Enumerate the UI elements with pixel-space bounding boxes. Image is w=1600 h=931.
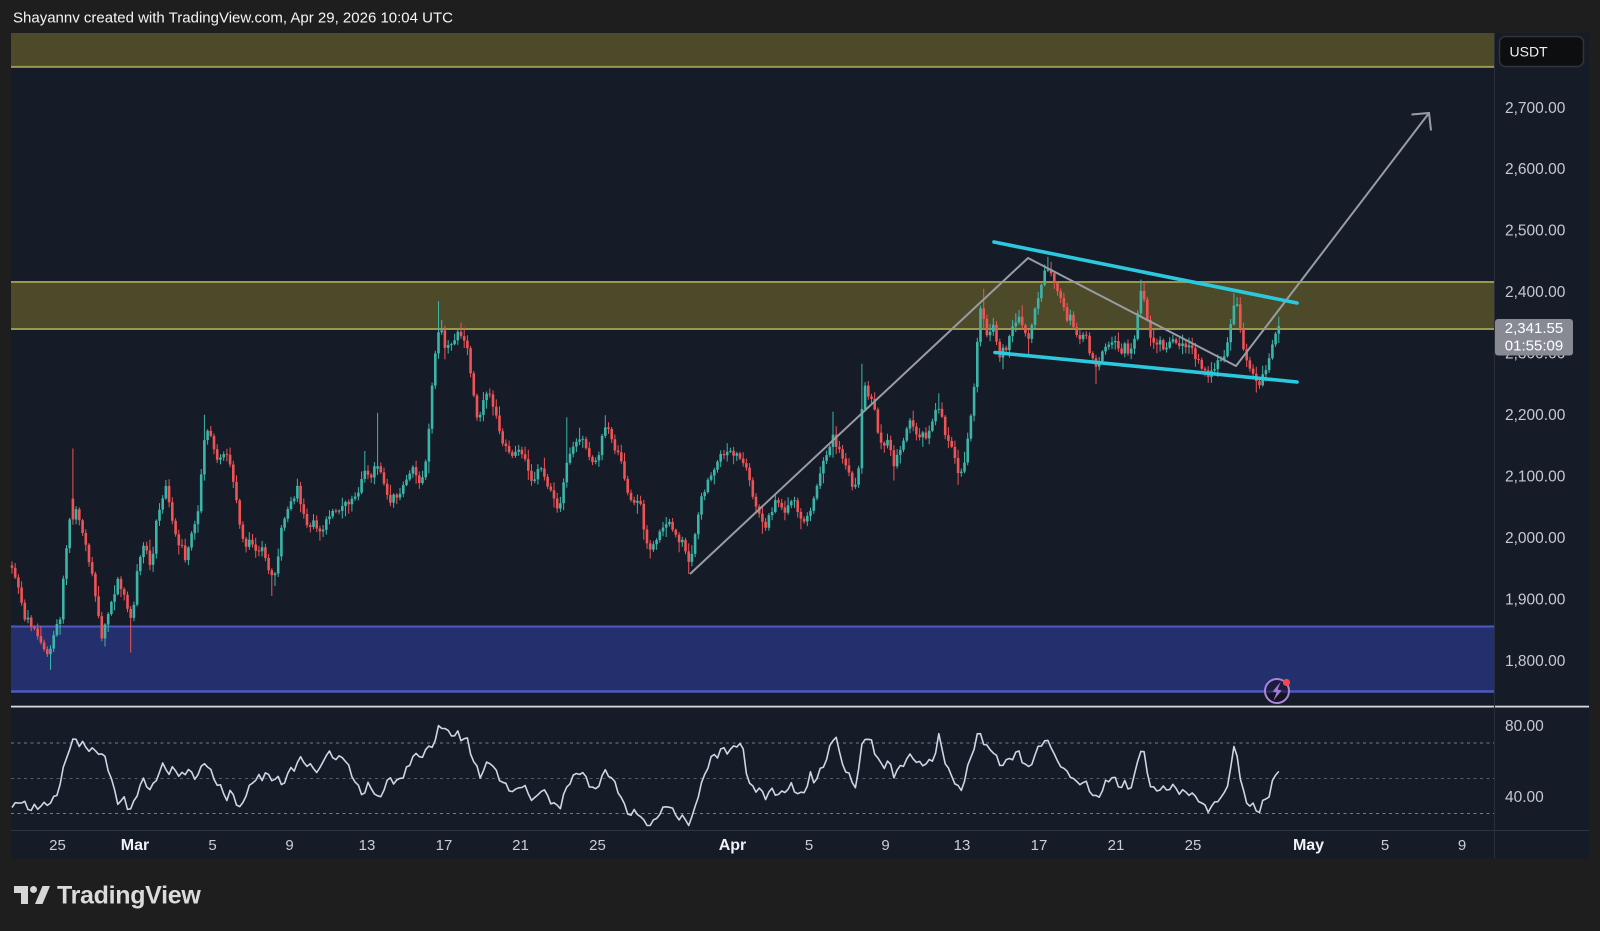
svg-text:40.00: 40.00	[1505, 789, 1544, 806]
svg-text:13: 13	[954, 837, 971, 854]
svg-text:2,700.00: 2,700.00	[1505, 100, 1566, 117]
svg-text:5: 5	[208, 837, 216, 854]
svg-text:21: 21	[1108, 837, 1125, 854]
svg-text:9: 9	[881, 837, 889, 854]
svg-text:25: 25	[49, 837, 66, 854]
svg-text:2,600.00: 2,600.00	[1505, 161, 1566, 178]
svg-text:5: 5	[805, 837, 813, 854]
svg-text:TradingView: TradingView	[57, 882, 201, 910]
svg-text:80.00: 80.00	[1505, 718, 1544, 735]
svg-text:1,800.00: 1,800.00	[1505, 653, 1566, 670]
svg-text:Shayannv created with TradingV: Shayannv created with TradingView.com, A…	[13, 10, 453, 27]
svg-text:21: 21	[512, 837, 529, 854]
svg-text:25: 25	[589, 837, 606, 854]
svg-text:2,500.00: 2,500.00	[1505, 223, 1566, 240]
svg-text:USDT: USDT	[1510, 44, 1549, 60]
svg-text:2,200.00: 2,200.00	[1505, 407, 1566, 424]
svg-text:2,100.00: 2,100.00	[1505, 469, 1566, 486]
svg-text:May: May	[1293, 837, 1324, 854]
svg-text:01:55:09: 01:55:09	[1505, 338, 1563, 355]
svg-text:13: 13	[359, 837, 376, 854]
svg-text:Mar: Mar	[121, 837, 149, 854]
svg-text:Apr: Apr	[719, 837, 747, 854]
svg-text:9: 9	[285, 837, 293, 854]
svg-text:2,000.00: 2,000.00	[1505, 530, 1566, 547]
svg-text:17: 17	[436, 837, 453, 854]
svg-text:2,400.00: 2,400.00	[1505, 284, 1566, 301]
svg-text:9: 9	[1458, 837, 1466, 854]
svg-text:17: 17	[1031, 837, 1048, 854]
svg-text:1,900.00: 1,900.00	[1505, 591, 1566, 608]
svg-text:5: 5	[1381, 837, 1389, 854]
svg-text:2,341.55: 2,341.55	[1505, 320, 1563, 337]
svg-text:25: 25	[1185, 837, 1202, 854]
